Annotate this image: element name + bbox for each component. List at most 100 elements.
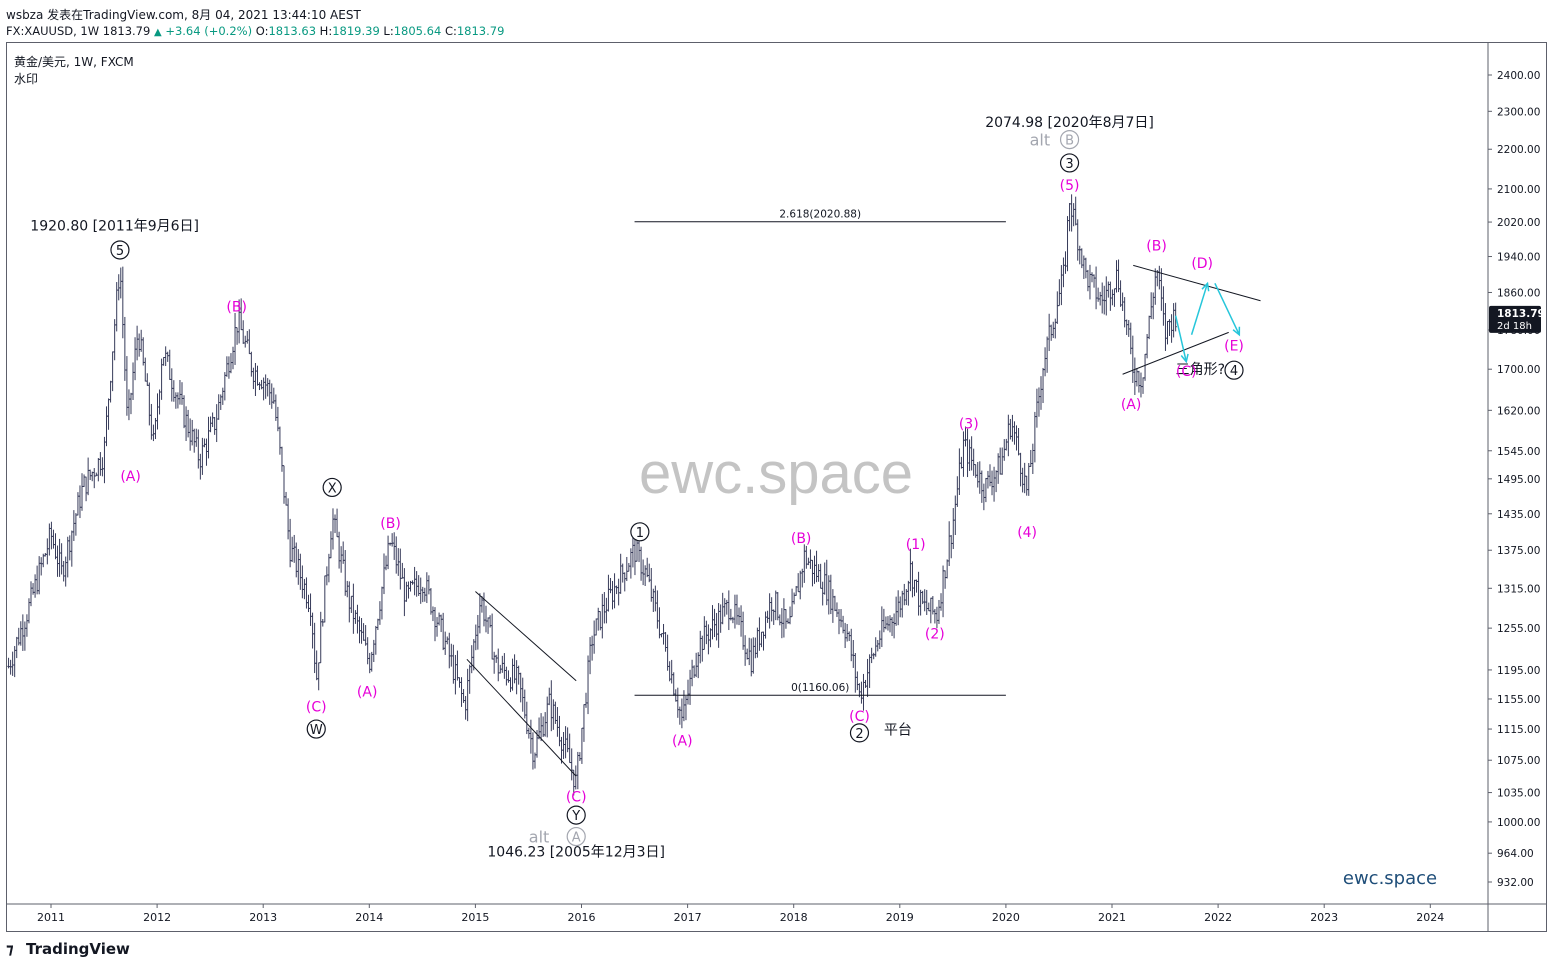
chart-legend-title: 黄金/美元, 1W, FXCM [14, 54, 134, 69]
y-tick-label: 2400.00 [1497, 70, 1540, 82]
arrow-head-icon [1201, 281, 1210, 292]
wave-circle-label: 1 [636, 526, 644, 541]
wave-label: (A) [357, 685, 378, 701]
y-tick-label: 1195.00 [1497, 665, 1540, 677]
y-tick-label: 1375.00 [1497, 545, 1540, 557]
high-value: 1819.39 [332, 24, 380, 38]
tradingview-brand: TradingView [26, 940, 130, 958]
y-tick-label: 932.00 [1497, 877, 1534, 889]
wave-circle [110, 240, 130, 260]
y-tick-label: 2300.00 [1497, 106, 1540, 118]
y-tick-label: 1860.00 [1497, 287, 1540, 299]
wave-circle [1059, 153, 1080, 173]
x-tick-label: 2019 [886, 911, 914, 924]
y-tick-label: 1620.00 [1497, 405, 1540, 417]
wave-circle-label: 5 [116, 244, 124, 259]
price-annotation: 1046.23 [2005年12月3日] [487, 845, 665, 861]
arrow-head-icon [1232, 326, 1241, 337]
fib-level-label: 2.618(2020.88) [779, 209, 861, 221]
last-price-tag [1489, 305, 1541, 333]
wave-label: (5) [1060, 178, 1080, 194]
wave-label: (C) [849, 709, 870, 725]
wave-label: (C) [1176, 364, 1197, 380]
wave-circle [849, 723, 870, 743]
y-tick-label: 1495.00 [1497, 474, 1540, 486]
y-tick-label: 1155.00 [1497, 694, 1540, 706]
price-annotation: 平台 [884, 722, 912, 738]
wave-label: (B) [226, 299, 247, 315]
x-tick-label: 2020 [992, 911, 1020, 924]
wave-label: (B) [1146, 239, 1167, 255]
x-tick-label: 2015 [461, 911, 489, 924]
low-value: 1805.64 [393, 24, 442, 38]
x-tick-label: 2014 [355, 911, 383, 924]
wave-circle-label: A [572, 831, 581, 846]
tradingview-logo[interactable]: ⁊ TradingView [6, 940, 130, 958]
projection-arrow[interactable] [1214, 283, 1240, 336]
x-tick-label: 2024 [1416, 911, 1444, 924]
fib-level-label: 0(1160.06) [791, 682, 849, 694]
wave-label: (C) [306, 699, 327, 715]
y-tick-label: 964.00 [1497, 848, 1534, 860]
y-tick-label: 1000.00 [1497, 817, 1540, 829]
trendline[interactable] [1122, 331, 1229, 375]
bar-countdown: 2d 18h [1497, 321, 1532, 332]
open-value: 1813.63 [268, 24, 317, 38]
y-tick-label: 1545.00 [1497, 446, 1540, 458]
wave-label: (B) [380, 516, 401, 532]
price-annotation: 1920.80 [2011年9月6日] [30, 219, 199, 235]
wave-circle [630, 522, 650, 542]
wave-label: (A) [672, 734, 693, 750]
publish-info: wsbza 发表在TradingView.com, 8月 04, 2021 13… [6, 8, 361, 22]
wave-label: (B) [791, 531, 812, 547]
wave-label: (E) [1224, 338, 1244, 354]
trendline[interactable] [475, 591, 577, 682]
x-tick-label: 2021 [1098, 911, 1126, 924]
y-tick-label: 1115.00 [1497, 724, 1540, 736]
x-tick-label: 2013 [249, 911, 277, 924]
alt-label: alt [1030, 131, 1051, 150]
wave-circle [322, 477, 342, 498]
wave-label: (C) [566, 790, 587, 806]
wave-circle-label: 4 [1230, 364, 1238, 379]
y-tick-label: 2100.00 [1497, 184, 1540, 196]
y-tick-label: 2200.00 [1497, 144, 1540, 156]
price-change: +3.64 (+0.2%) [165, 24, 253, 38]
x-tick-label: 2011 [37, 911, 65, 924]
wave-circle [566, 805, 586, 825]
y-tick-label: 1940.00 [1497, 252, 1540, 264]
price-annotation: 三角形? [1176, 362, 1225, 378]
close-value: 1813.79 [456, 24, 505, 38]
x-tick-label: 2016 [568, 911, 596, 924]
chart-frame[interactable] [6, 42, 1547, 932]
close-label: C: [444, 24, 457, 38]
arrow-head-icon [1180, 353, 1189, 364]
x-tick-label: 2023 [1310, 911, 1338, 924]
y-tick-label: 1700.00 [1497, 364, 1540, 376]
wave-circle-label: W [310, 723, 323, 738]
ewc-brand-text: ewc.space [1343, 868, 1437, 889]
wave-label: (A) [120, 469, 141, 485]
wave-circle-label: X [328, 481, 337, 496]
alt-label: alt [529, 828, 550, 847]
projection-arrow[interactable] [1190, 283, 1209, 336]
wave-circle-label: 2 [855, 727, 863, 742]
wave-label: (A) [1121, 397, 1142, 413]
projection-arrow[interactable] [1174, 315, 1188, 362]
wave-circle [1059, 129, 1080, 150]
wave-circle [306, 719, 326, 739]
low-label: L: [383, 24, 394, 38]
wave-label: (1) [906, 537, 926, 553]
y-tick-label: 1075.00 [1497, 755, 1540, 767]
trendline[interactable] [466, 658, 577, 777]
wave-label: (2) [925, 627, 945, 643]
y-tick-label: 2020.00 [1497, 217, 1540, 229]
x-tick-label: 2017 [674, 911, 702, 924]
wave-circle-label: B [1065, 134, 1074, 149]
high-label: H: [319, 24, 333, 38]
up-triangle-icon: ▲ [153, 27, 162, 38]
symbol-name: FX:XAUUSD, 1W 1813.79 [6, 24, 151, 38]
chart-legend-sub: 水印 [14, 72, 38, 86]
trendline[interactable] [1133, 264, 1261, 302]
